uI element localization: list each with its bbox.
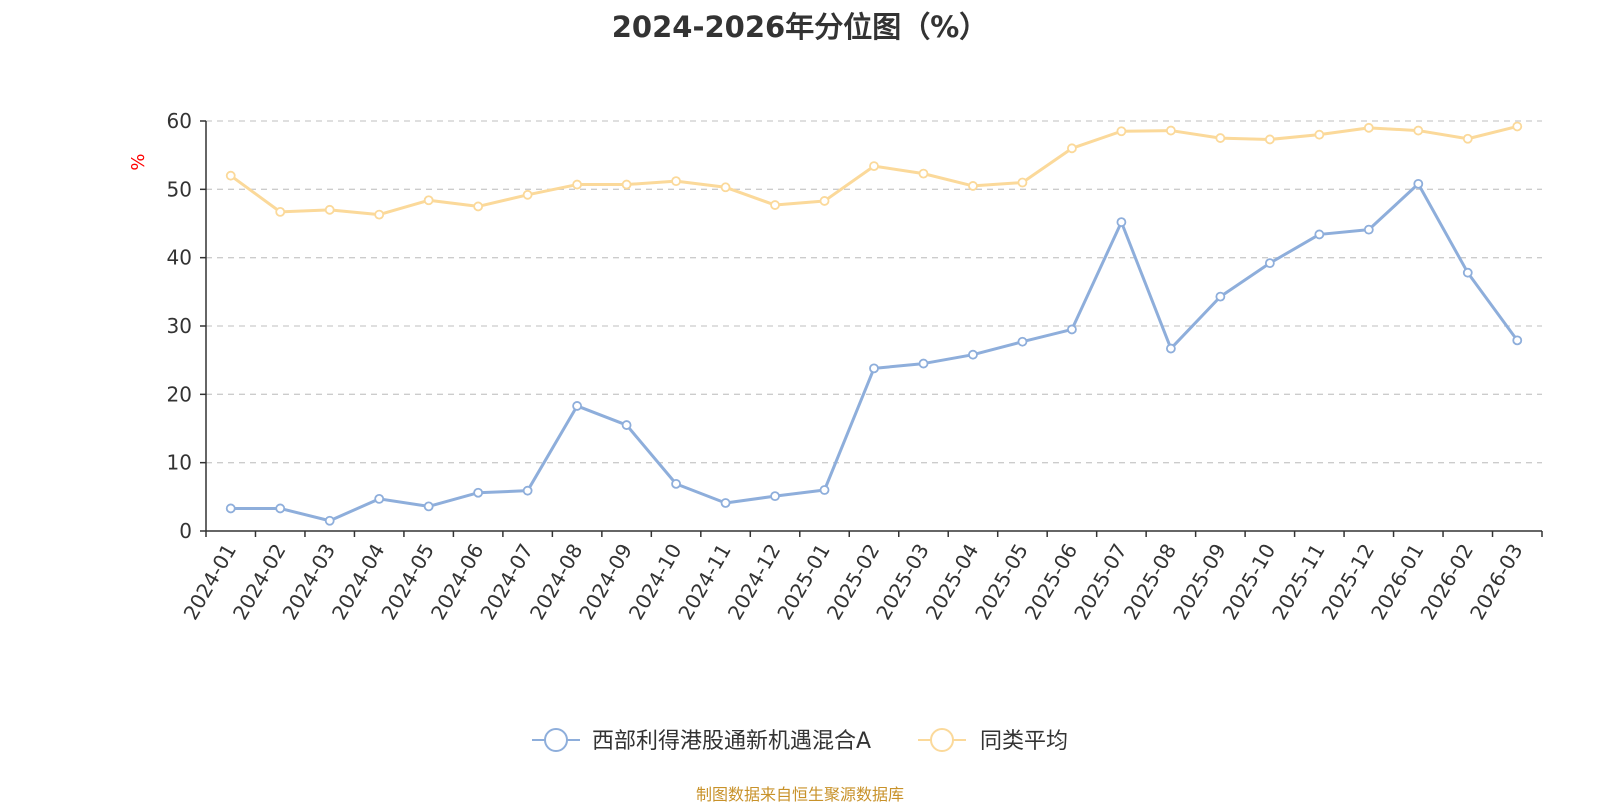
y-tick-label: 20 [167, 382, 192, 406]
data-point[interactable] [819, 196, 830, 206]
data-point[interactable] [770, 200, 780, 210]
y-tick-label: 0 [179, 519, 192, 543]
legend-label: 西部利得港股通新机遇混合A [592, 729, 871, 754]
data-point[interactable] [770, 491, 780, 502]
data-point[interactable] [1363, 224, 1374, 235]
data-point[interactable] [1363, 122, 1374, 133]
legend-label: 同类平均 [980, 729, 1068, 754]
data-point[interactable] [621, 179, 632, 190]
legend-marker [544, 728, 568, 752]
data-point[interactable] [225, 170, 236, 181]
y-tick-labels: 0 10 20 30 40 50 60 [167, 109, 192, 543]
data-point[interactable] [968, 181, 978, 191]
data-point[interactable] [968, 349, 978, 360]
data-point[interactable] [1314, 229, 1325, 240]
data-point[interactable] [1462, 133, 1473, 144]
data-point[interactable] [671, 176, 681, 187]
data-point[interactable] [275, 503, 286, 514]
data-point[interactable] [1165, 343, 1176, 354]
data-point[interactable] [374, 209, 385, 220]
series-lines [225, 121, 1523, 526]
data-point[interactable] [423, 501, 434, 512]
data-point[interactable] [1215, 133, 1226, 143]
data-point[interactable] [522, 189, 533, 200]
data-point[interactable] [1462, 267, 1473, 278]
data-point[interactable] [374, 493, 385, 504]
legend-item[interactable]: 西部利得港股通新机遇混合A [532, 728, 871, 754]
data-point[interactable] [869, 363, 879, 374]
data-point[interactable] [1017, 177, 1028, 188]
data-point[interactable] [225, 503, 236, 514]
data-point[interactable] [1512, 121, 1523, 132]
data-point[interactable] [324, 204, 335, 215]
data-point[interactable] [1413, 125, 1424, 136]
grid-lines [206, 120, 1542, 464]
data-point[interactable] [1165, 125, 1176, 136]
data-point[interactable] [324, 515, 335, 526]
source-note: 制图数据来自恒生聚源数据库 [695, 785, 904, 804]
data-point[interactable] [1116, 126, 1127, 137]
line-chart: % 0 10 20 30 40 50 60 2024-012024-022024-03202… [128, 109, 1543, 754]
data-point[interactable] [1413, 178, 1424, 189]
data-point[interactable] [1215, 291, 1226, 302]
data-point[interactable] [473, 487, 484, 498]
data-point[interactable] [671, 478, 681, 489]
x-tick-labels: 2024-012024-022024-032024-042024-052024-… [178, 539, 1527, 623]
data-point[interactable] [1067, 143, 1077, 154]
data-point[interactable] [1067, 324, 1077, 335]
data-point[interactable] [819, 485, 830, 495]
y-tick-label: 50 [167, 177, 192, 201]
data-point[interactable] [275, 206, 286, 217]
y-tick-label: 40 [167, 246, 192, 270]
data-point[interactable] [572, 401, 583, 411]
chart-title: 2024-2026年分位图（%） [611, 10, 989, 44]
data-point[interactable] [621, 420, 632, 430]
y-tick-label: 30 [167, 314, 192, 338]
data-point[interactable] [1264, 258, 1275, 269]
data-point[interactable] [1116, 217, 1127, 228]
legend[interactable]: 西部利得港股通新机遇混合A 同类平均 [532, 728, 1068, 754]
data-point[interactable] [720, 498, 731, 508]
data-point[interactable] [572, 179, 583, 190]
legend-marker [930, 728, 954, 752]
data-point[interactable] [1264, 134, 1275, 145]
data-point[interactable] [423, 195, 434, 206]
y-tick-label: 10 [167, 451, 192, 475]
axes [200, 120, 1543, 537]
data-point[interactable] [869, 161, 879, 172]
y-axis-label: % [128, 153, 149, 170]
data-point[interactable] [473, 201, 484, 212]
series-line [230, 182, 1519, 523]
data-point[interactable] [1314, 129, 1325, 140]
legend-item[interactable]: 同类平均 [918, 728, 1068, 754]
data-point[interactable] [1512, 335, 1523, 346]
data-point[interactable] [918, 358, 929, 369]
data-point[interactable] [522, 485, 533, 496]
data-point[interactable] [1017, 336, 1028, 347]
data-point[interactable] [918, 168, 929, 179]
data-point[interactable] [720, 182, 731, 193]
y-tick-label: 60 [167, 109, 192, 133]
